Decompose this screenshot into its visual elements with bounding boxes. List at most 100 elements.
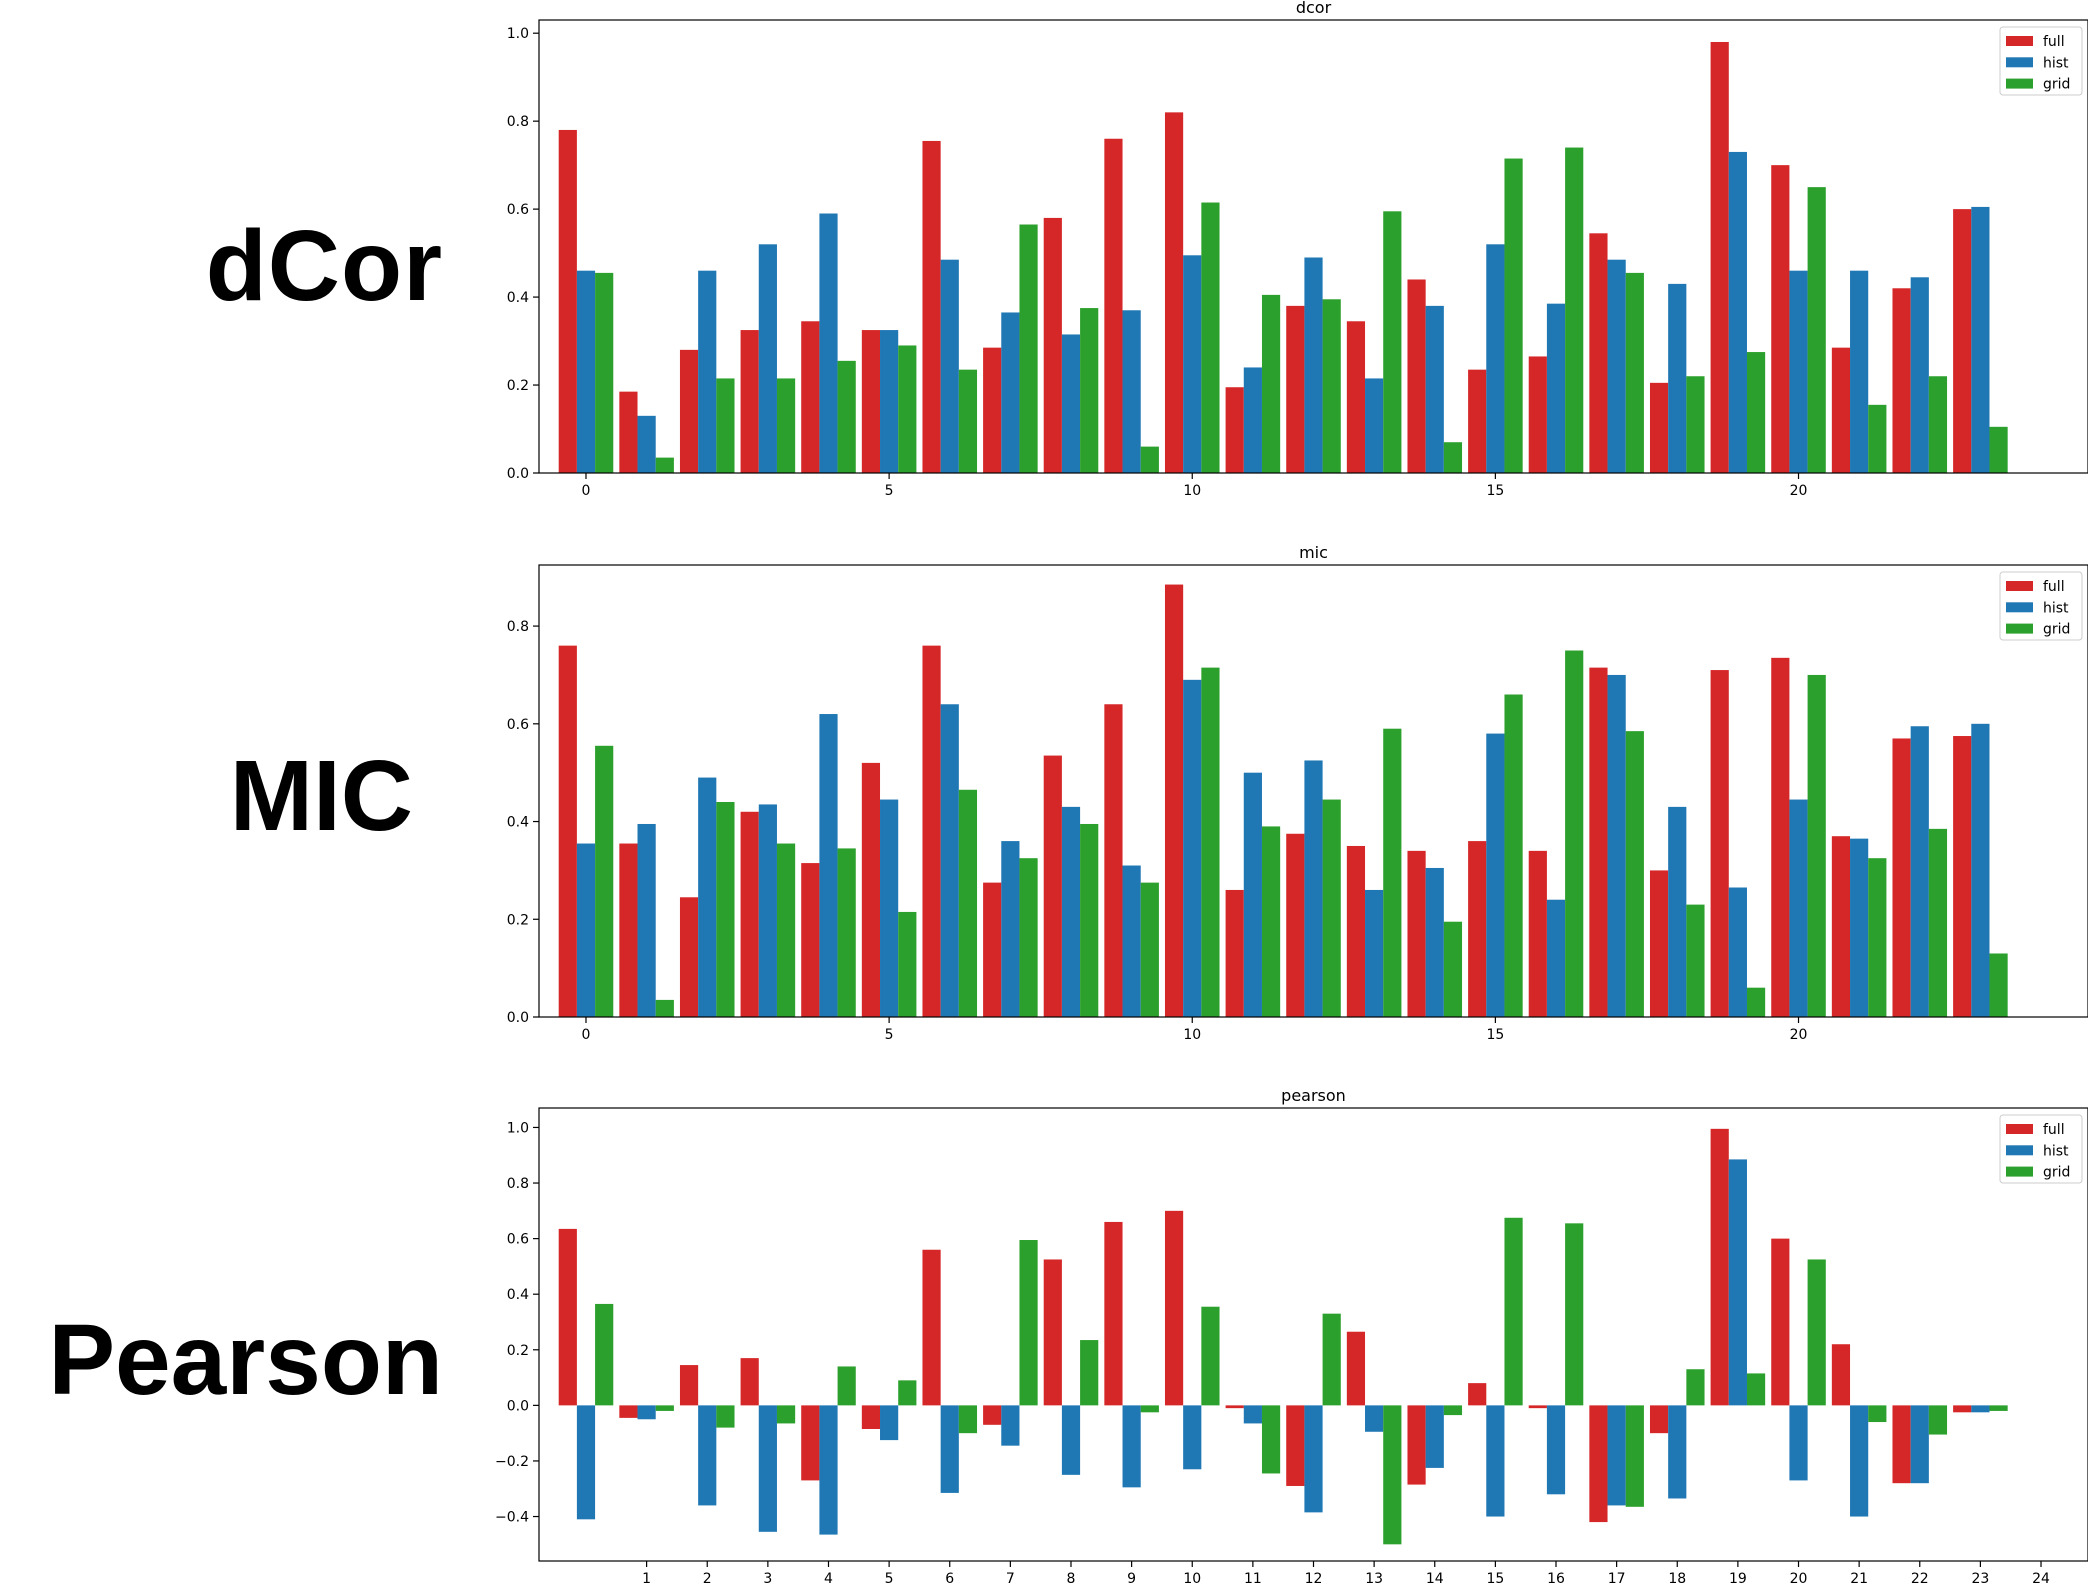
- bar-grid-15: [1504, 1217, 1523, 1406]
- bar-grid-5: [898, 911, 917, 1017]
- bar-full-6: [922, 1249, 941, 1406]
- y-tick-label: 0.8: [507, 619, 529, 635]
- legend: full hist grid: [1999, 1114, 2083, 1184]
- bar-hist-7: [1001, 312, 1020, 473]
- x-tick-label: 20: [1790, 1027, 1808, 1043]
- bar-full-18: [1649, 1405, 1669, 1434]
- y-tick-label: 1.0: [507, 1120, 529, 1136]
- x-tick-label: 10: [1183, 483, 1201, 499]
- bar-full-17: [1589, 233, 1608, 473]
- bar-full-19: [1710, 670, 1729, 1017]
- bar-hist-11: [1243, 367, 1262, 473]
- plot-frame: [538, 19, 2088, 474]
- bar-grid-6: [958, 369, 978, 473]
- bar-full-3: [740, 811, 759, 1017]
- x-tick-label: 13: [1365, 1571, 1383, 1584]
- bar-grid-13: [1383, 1405, 1402, 1545]
- bar-grid-2: [716, 801, 735, 1017]
- bar-hist-6: [940, 704, 959, 1017]
- bar-grid-10: [1201, 1306, 1220, 1406]
- mic-row-label: MIC: [229, 740, 413, 852]
- bar-hist-16: [1546, 1405, 1566, 1495]
- bar-grid-6: [958, 789, 978, 1017]
- x-tick-label: 8: [1067, 1571, 1076, 1584]
- bar-full-11: [1225, 387, 1244, 473]
- legend-swatch-full: [2006, 581, 2033, 591]
- bar-full-13: [1346, 845, 1366, 1017]
- bar-hist-2: [698, 270, 717, 473]
- bar-grid-17: [1625, 731, 1644, 1017]
- bar-full-12: [1286, 833, 1305, 1017]
- legend-swatch-hist: [2006, 1145, 2033, 1156]
- bar-hist-23: [1971, 723, 1990, 1017]
- bar-grid-13: [1383, 211, 1402, 473]
- bar-hist-17: [1607, 259, 1626, 473]
- bar-grid-16: [1565, 1223, 1584, 1406]
- bar-full-1: [619, 843, 638, 1017]
- bar-full-11: [1225, 1405, 1244, 1409]
- bar-grid-20: [1807, 187, 1826, 473]
- bar-grid-16: [1565, 147, 1584, 474]
- bar-full-11: [1225, 889, 1244, 1017]
- bar-full-14: [1407, 1405, 1426, 1485]
- y-tick-label: −0.2: [495, 1454, 529, 1470]
- legend-label-full: full: [2043, 1122, 2065, 1138]
- y-tick-label: 0.2: [507, 912, 529, 928]
- legend-label-grid: grid: [2043, 77, 2070, 93]
- bar-hist-10: [1183, 679, 1202, 1017]
- bar-hist-21: [1850, 838, 1869, 1017]
- bar-hist-17: [1607, 1405, 1626, 1506]
- bar-hist-5: [880, 1405, 899, 1441]
- bar-hist-6: [940, 259, 959, 473]
- x-tick-label: 1: [642, 1571, 651, 1584]
- bar-full-17: [1589, 667, 1608, 1017]
- bar-full-9: [1104, 704, 1123, 1017]
- bar-grid-19: [1746, 1373, 1766, 1406]
- bar-full-3: [740, 330, 759, 473]
- bar-hist-3: [758, 244, 777, 473]
- y-tick-label: 0.4: [507, 1287, 529, 1303]
- bar-hist-20: [1789, 1405, 1808, 1481]
- dcor-row-label: dCor: [205, 210, 443, 322]
- bar-hist-0: [576, 1405, 596, 1520]
- y-tick-label: 0.6: [507, 202, 529, 218]
- bar-full-7: [983, 1405, 1002, 1425]
- bar-grid-9: [1140, 446, 1159, 473]
- bar-grid-11: [1261, 294, 1281, 473]
- bar-full-13: [1346, 321, 1366, 473]
- x-tick-label: 12: [1305, 1571, 1323, 1584]
- bar-hist-18: [1668, 1405, 1687, 1499]
- x-tick-label: 0: [582, 1027, 591, 1043]
- bar-hist-20: [1789, 799, 1808, 1017]
- bar-grid-7: [1019, 858, 1038, 1017]
- bar-grid-19: [1746, 352, 1766, 473]
- bar-hist-1: [637, 415, 656, 473]
- bar-hist-1: [637, 823, 656, 1017]
- bar-hist-16: [1546, 303, 1566, 473]
- bar-grid-22: [1928, 1405, 1948, 1435]
- plot-frame: [538, 564, 2088, 1018]
- bar-full-5: [861, 1405, 881, 1429]
- legend-swatch-grid: [2006, 623, 2033, 634]
- bar-hist-4: [819, 714, 838, 1017]
- x-tick-label: 7: [1006, 1571, 1015, 1584]
- bar-grid-22: [1928, 376, 1948, 473]
- legend-label-hist: hist: [2043, 1143, 2069, 1159]
- bar-full-13: [1346, 1331, 1366, 1406]
- bar-hist-22: [1910, 1405, 1929, 1484]
- x-tick-label: 17: [1608, 1571, 1626, 1584]
- x-tick-label: 2: [703, 1571, 712, 1584]
- bar-full-4: [801, 863, 820, 1017]
- bar-hist-16: [1546, 899, 1566, 1017]
- bar-grid-0: [595, 1303, 614, 1406]
- x-tick-label: 6: [945, 1571, 954, 1584]
- bar-full-2: [679, 1365, 699, 1406]
- bar-hist-13: [1365, 1405, 1384, 1432]
- bar-hist-20: [1789, 270, 1808, 473]
- bar-grid-3: [776, 378, 796, 473]
- bar-hist-9: [1122, 865, 1141, 1017]
- x-tick-label: 19: [1729, 1571, 1747, 1584]
- bar-hist-4: [819, 1405, 838, 1535]
- bar-hist-23: [1971, 206, 1990, 474]
- bar-hist-19: [1728, 887, 1747, 1017]
